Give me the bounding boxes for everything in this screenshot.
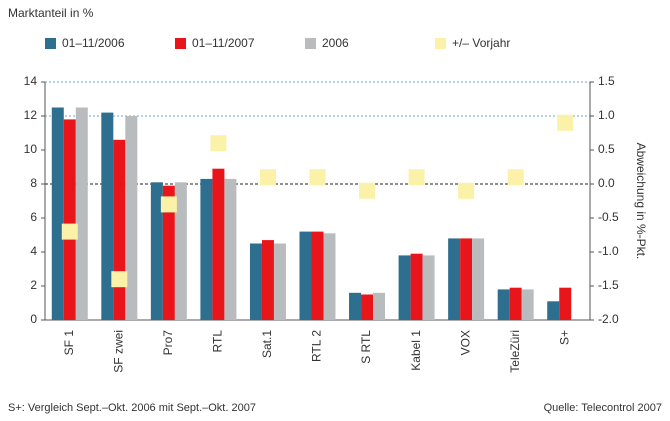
y2-tick-label: -0.5 bbox=[598, 210, 619, 224]
bar bbox=[559, 287, 572, 320]
y2-axis-label: Abweichung in %-Pkt. bbox=[634, 143, 648, 260]
bar bbox=[63, 119, 76, 321]
bar bbox=[410, 253, 423, 320]
marker bbox=[61, 223, 78, 240]
marker bbox=[259, 169, 276, 186]
y-tick-label: 14 bbox=[24, 74, 38, 88]
source: Quelle: Telecontrol 2007 bbox=[544, 402, 662, 414]
bar bbox=[472, 238, 485, 320]
marker bbox=[507, 169, 524, 186]
y2-tick-label: 0.0 bbox=[598, 176, 615, 190]
bar bbox=[212, 168, 225, 320]
footnote: S+: Vergleich Sept.–Okt. 2006 mit Sept.–… bbox=[8, 402, 256, 414]
x-tick-label: SF 1 bbox=[62, 330, 76, 356]
bar bbox=[547, 301, 560, 320]
marker bbox=[210, 135, 227, 152]
legend-label: 01–11/2006 bbox=[62, 36, 125, 50]
marker bbox=[359, 182, 376, 199]
x-tick-label: RTL bbox=[211, 330, 225, 353]
marker bbox=[557, 114, 574, 131]
bar bbox=[521, 289, 534, 320]
bar bbox=[299, 231, 312, 320]
legend-label: +/– Vorjahr bbox=[452, 36, 510, 50]
y-tick-label: 6 bbox=[30, 210, 37, 224]
legend-label: 01–11/2007 bbox=[192, 36, 255, 50]
legend-swatch bbox=[45, 38, 56, 49]
bar bbox=[113, 139, 126, 320]
bar bbox=[509, 287, 522, 320]
x-tick-label: VOX bbox=[458, 330, 472, 355]
bar bbox=[51, 107, 64, 320]
x-tick-label: Sat.1 bbox=[260, 330, 274, 358]
marker bbox=[309, 169, 326, 186]
x-tick-label: TeleZüri bbox=[508, 330, 522, 373]
bar bbox=[323, 233, 336, 320]
y2-tick-label: 1.0 bbox=[598, 108, 615, 122]
bar bbox=[373, 292, 386, 320]
legend-swatch bbox=[175, 38, 186, 49]
y-tick-label: 4 bbox=[30, 244, 37, 258]
x-tick-label: Kabel 1 bbox=[409, 330, 423, 371]
bar bbox=[398, 255, 411, 320]
bar bbox=[311, 231, 324, 320]
x-tick-label: SF zwei bbox=[111, 330, 125, 373]
x-tick-label: S RTL bbox=[359, 330, 373, 364]
y2-tick-label: 0.5 bbox=[598, 142, 615, 156]
legend-swatch bbox=[435, 38, 446, 49]
bar bbox=[261, 240, 274, 320]
bar bbox=[75, 107, 88, 320]
bar bbox=[273, 243, 286, 320]
bar bbox=[125, 116, 138, 320]
bar bbox=[249, 243, 262, 320]
y2-tick-label: 1.5 bbox=[598, 74, 615, 88]
marker bbox=[408, 169, 425, 186]
x-tick-label: S+ bbox=[557, 330, 571, 345]
bar bbox=[150, 182, 163, 320]
legend-label: 2006 bbox=[322, 36, 349, 50]
bar bbox=[448, 238, 461, 320]
y2-tick-label: -2.0 bbox=[598, 312, 619, 326]
y-tick-label: 10 bbox=[24, 142, 38, 156]
y2-tick-label: -1.0 bbox=[598, 244, 619, 258]
bar bbox=[460, 238, 473, 320]
bar bbox=[162, 185, 175, 320]
marker bbox=[458, 182, 475, 199]
y-tick-label: 12 bbox=[24, 108, 38, 122]
y-tick-label: 0 bbox=[30, 312, 37, 326]
bar bbox=[497, 289, 510, 320]
bar bbox=[224, 178, 237, 320]
marker bbox=[111, 271, 128, 288]
bar bbox=[200, 178, 213, 320]
chart-title: Marktanteil in % bbox=[8, 6, 94, 20]
marker bbox=[160, 196, 177, 213]
bar bbox=[349, 292, 362, 320]
bar bbox=[101, 112, 114, 320]
bar bbox=[174, 182, 187, 320]
legend-swatch bbox=[305, 38, 316, 49]
x-tick-label: Pro7 bbox=[161, 330, 175, 356]
bar bbox=[422, 255, 435, 320]
bar bbox=[361, 294, 374, 320]
y-tick-label: 8 bbox=[30, 176, 37, 190]
y2-tick-label: -1.5 bbox=[598, 278, 619, 292]
x-tick-label: RTL 2 bbox=[310, 330, 324, 362]
y-tick-label: 2 bbox=[30, 278, 37, 292]
